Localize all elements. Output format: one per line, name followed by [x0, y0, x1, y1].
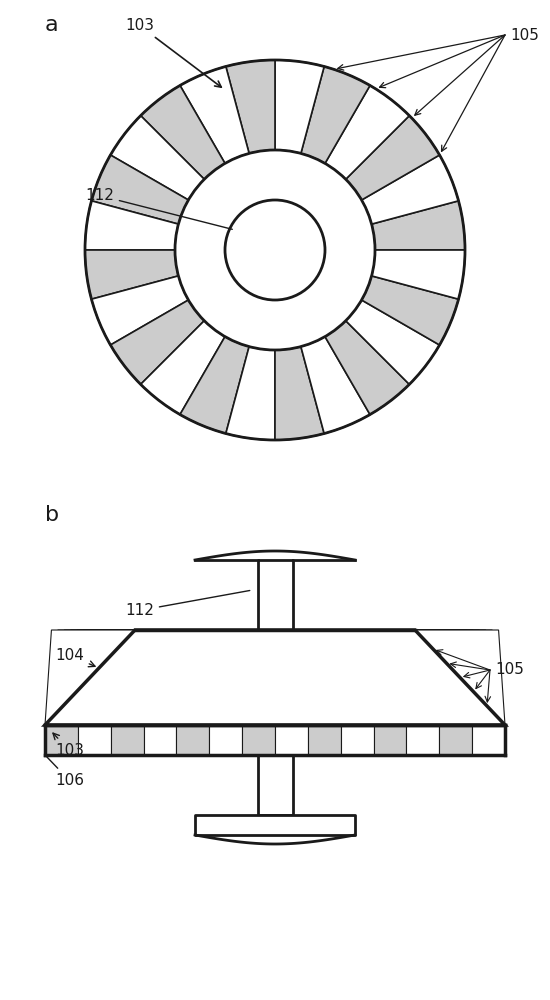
Text: 105: 105	[510, 27, 539, 42]
Text: 103: 103	[125, 18, 221, 87]
Wedge shape	[325, 85, 409, 179]
Text: a: a	[45, 15, 59, 35]
Polygon shape	[472, 725, 505, 755]
Polygon shape	[45, 725, 78, 755]
Wedge shape	[361, 276, 459, 345]
Polygon shape	[144, 725, 177, 755]
Circle shape	[225, 200, 325, 300]
Wedge shape	[85, 250, 178, 299]
Polygon shape	[84, 630, 466, 725]
Wedge shape	[361, 155, 459, 224]
Wedge shape	[141, 321, 225, 415]
Polygon shape	[406, 725, 439, 755]
Wedge shape	[301, 66, 370, 163]
Wedge shape	[325, 321, 409, 415]
Wedge shape	[226, 60, 275, 153]
Wedge shape	[226, 347, 275, 440]
Wedge shape	[141, 85, 225, 179]
Wedge shape	[91, 155, 189, 224]
Polygon shape	[210, 725, 242, 755]
Polygon shape	[177, 725, 210, 755]
Circle shape	[175, 150, 375, 350]
Wedge shape	[275, 347, 324, 440]
Wedge shape	[180, 66, 249, 163]
Wedge shape	[346, 300, 439, 384]
Text: 104: 104	[55, 648, 95, 667]
Polygon shape	[439, 725, 472, 755]
Text: 112: 112	[125, 590, 250, 618]
Polygon shape	[58, 630, 492, 725]
Polygon shape	[116, 630, 435, 725]
Wedge shape	[301, 337, 370, 434]
Wedge shape	[91, 276, 189, 345]
Text: 103: 103	[53, 733, 84, 758]
Polygon shape	[111, 725, 144, 755]
Polygon shape	[96, 630, 454, 725]
Polygon shape	[275, 725, 308, 755]
Polygon shape	[129, 630, 421, 725]
Text: 106: 106	[47, 757, 84, 788]
Wedge shape	[275, 60, 324, 153]
Polygon shape	[308, 725, 340, 755]
Polygon shape	[71, 630, 479, 725]
Polygon shape	[64, 630, 486, 725]
Wedge shape	[372, 250, 465, 299]
Wedge shape	[111, 116, 204, 200]
Polygon shape	[77, 630, 473, 725]
Polygon shape	[103, 630, 447, 725]
Text: 112: 112	[85, 188, 232, 229]
Polygon shape	[109, 630, 441, 725]
Polygon shape	[340, 725, 373, 755]
Text: 105: 105	[495, 662, 524, 678]
Polygon shape	[373, 725, 406, 755]
Polygon shape	[122, 630, 428, 725]
Wedge shape	[372, 201, 465, 250]
Wedge shape	[111, 300, 204, 384]
Polygon shape	[90, 630, 460, 725]
Wedge shape	[85, 201, 178, 250]
Polygon shape	[52, 630, 498, 725]
Polygon shape	[45, 630, 505, 725]
Polygon shape	[78, 725, 111, 755]
Text: b: b	[45, 505, 59, 525]
Wedge shape	[346, 116, 439, 200]
Wedge shape	[180, 337, 249, 434]
Polygon shape	[242, 725, 275, 755]
